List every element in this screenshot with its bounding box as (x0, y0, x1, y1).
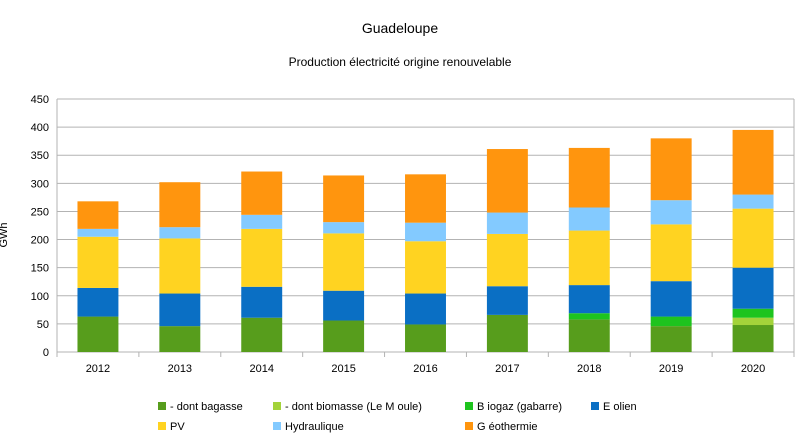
bar-segment (486, 314, 528, 352)
y-tick-label: 50 (37, 319, 49, 331)
bar-segment (77, 228, 119, 237)
bar-segment (77, 287, 119, 317)
x-tick-label: 2016 (413, 363, 437, 375)
bar-segment (241, 317, 283, 352)
x-tick-label: 2019 (659, 363, 683, 375)
bar-segment (77, 236, 119, 288)
chart-subtitle: Production électricité origine renouvela… (289, 55, 512, 69)
legend-label: G éothermie (477, 421, 538, 433)
y-tick-label: 300 (31, 178, 49, 190)
bars (77, 129, 774, 352)
bar-segment (650, 224, 692, 282)
bar-segment (486, 286, 528, 315)
bar-segment (650, 316, 692, 327)
bar-segment (650, 326, 692, 352)
bar-segment (732, 208, 774, 268)
x-axis-ticks: 2012 2013 2014 2015 2016 2017 2018 2019 2020 (86, 363, 766, 375)
bar-segment (241, 228, 283, 287)
legend-label: Hydraulique (285, 421, 344, 433)
bar-segment (405, 174, 446, 223)
bar-segment (732, 317, 774, 326)
bar-segment (486, 212, 528, 234)
bar-segment (568, 319, 610, 352)
bar-segment (486, 149, 528, 213)
y-tick-label: 100 (31, 291, 49, 303)
y-axis-ticks: 0 50 100 150 200 250 300 350 400 450 (31, 94, 49, 359)
x-tick-label: 2014 (249, 363, 273, 375)
x-tick-label: 2020 (741, 363, 765, 375)
y-tick-label: 350 (31, 150, 49, 162)
bar-segment (650, 138, 692, 201)
legend-item: E olien (591, 401, 637, 413)
x-tick-label: 2012 (86, 363, 110, 375)
legend-swatch (158, 422, 166, 430)
chart-title: Guadeloupe (362, 20, 439, 36)
bar-segment (159, 238, 201, 294)
bar-segment (732, 308, 774, 318)
y-axis-label: GWh (0, 222, 10, 247)
bar-segment (568, 207, 610, 231)
legend-item: G éothermie (465, 421, 538, 433)
legend-item: PV (158, 421, 185, 433)
bar-segment (732, 194, 774, 209)
legend-swatch (465, 402, 473, 410)
bar-segment (323, 290, 365, 321)
bar-segment (732, 267, 774, 309)
y-tick-label: 200 (31, 235, 49, 247)
legend-swatch (465, 422, 473, 430)
bar-segment (405, 241, 446, 294)
bar-segment (159, 182, 201, 228)
bar-segment (159, 293, 201, 327)
bar-segment (568, 313, 610, 320)
bar-segment (77, 201, 119, 229)
legend-swatch (273, 402, 281, 410)
legend-item: Hydraulique (273, 421, 344, 433)
bar-segment (486, 233, 528, 287)
bar-segment (405, 222, 446, 242)
legend-label: E olien (603, 401, 637, 413)
bar-segment (323, 222, 365, 234)
x-tick-label: 2017 (495, 363, 519, 375)
legend-swatch (158, 402, 166, 410)
bar-segment (323, 320, 365, 352)
bar-segment (568, 285, 610, 314)
legend-label: PV (170, 421, 185, 433)
bar-segment (241, 286, 283, 318)
bar-segment (405, 293, 446, 325)
y-tick-label: 250 (31, 206, 49, 218)
legend-item: - dont bagasse (158, 401, 243, 413)
y-tick-label: 400 (31, 122, 49, 134)
bar-segment (77, 316, 119, 352)
legend-label: - dont biomasse (Le M oule) (285, 401, 422, 413)
bar-segment (323, 233, 365, 291)
bar-segment (241, 171, 283, 215)
y-tick-label: 150 (31, 263, 49, 275)
bar-segment (323, 175, 365, 223)
bar-segment (568, 147, 610, 208)
bar-segment (159, 227, 201, 239)
legend: - dont bagasse - dont biomasse (Le M oule… (158, 401, 637, 433)
x-tick-label: 2013 (168, 363, 192, 375)
bar-segment (732, 325, 774, 352)
x-tick-label: 2018 (577, 363, 601, 375)
legend-item: B iogaz (gabarre) (465, 401, 562, 413)
legend-swatch (273, 422, 281, 430)
y-tick-label: 0 (43, 347, 49, 359)
bar-segment (241, 214, 283, 229)
x-tick-label: 2015 (331, 363, 355, 375)
y-tick-label: 450 (31, 94, 49, 106)
legend-label: - dont bagasse (170, 401, 243, 413)
legend-item: - dont biomasse (Le M oule) (273, 401, 422, 413)
legend-label: B iogaz (gabarre) (477, 401, 562, 413)
bar-segment (405, 324, 446, 352)
legend-swatch (591, 402, 599, 410)
bar-segment (732, 129, 774, 195)
bar-segment (650, 200, 692, 225)
axes (56, 99, 795, 357)
bar-segment (568, 230, 610, 286)
bar-segment (159, 326, 201, 352)
bar-segment (650, 281, 692, 317)
